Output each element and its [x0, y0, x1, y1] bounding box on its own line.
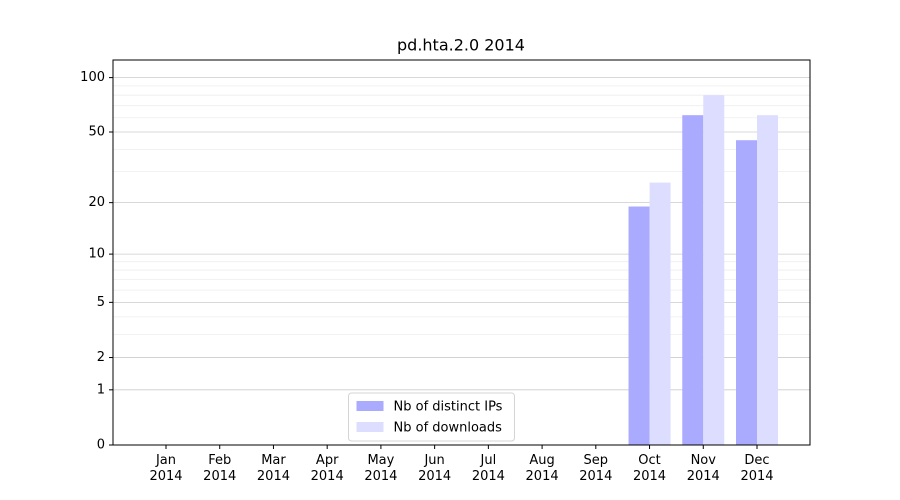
x-tick-label: Feb 2014 — [203, 453, 237, 484]
legend-label: Nb of distinct IPs — [394, 400, 503, 415]
bar — [682, 115, 704, 446]
y-tick-label: 1 — [97, 382, 105, 397]
legend: Nb of distinct IPs Nb of downloads — [348, 392, 515, 442]
y-tick-label: 10 — [88, 247, 105, 262]
bar — [736, 140, 757, 445]
x-tick-label: Oct 2014 — [632, 453, 667, 484]
x-tick-label: Nov 2014 — [686, 453, 720, 484]
legend-swatch — [356, 401, 384, 411]
x-tick-label: Sep 2014 — [579, 453, 613, 484]
x-tick-label: May 2014 — [364, 453, 398, 484]
y-tick-label: 20 — [88, 195, 105, 210]
legend-box — [348, 392, 515, 442]
x-tick-label: Jun 2014 — [418, 453, 452, 484]
y-tick-label: 2 — [97, 350, 105, 365]
bar — [649, 182, 671, 445]
y-tick-label: 100 — [80, 70, 105, 85]
x-tick-label: Jan 2014 — [149, 453, 183, 484]
x-tick-label: Dec 2014 — [740, 453, 774, 484]
y-tick-label: 0 — [97, 438, 105, 453]
x-tick-label: Jul 2014 — [471, 453, 505, 484]
x-tick-label: Mar 2014 — [256, 453, 290, 484]
y-tick-label: 5 — [97, 295, 105, 310]
legend-label: Nb of downloads — [394, 421, 503, 436]
chart-title: pd.hta.2.0 2014 — [397, 36, 525, 55]
bar — [628, 206, 650, 445]
bar — [757, 115, 778, 446]
bar — [703, 95, 725, 446]
legend-swatch — [356, 422, 384, 432]
x-tick-label: Aug 2014 — [525, 453, 559, 484]
plot-frame — [112, 59, 811, 446]
x-tick-label: Apr 2014 — [310, 453, 344, 484]
y-tick-label: 50 — [88, 125, 105, 140]
